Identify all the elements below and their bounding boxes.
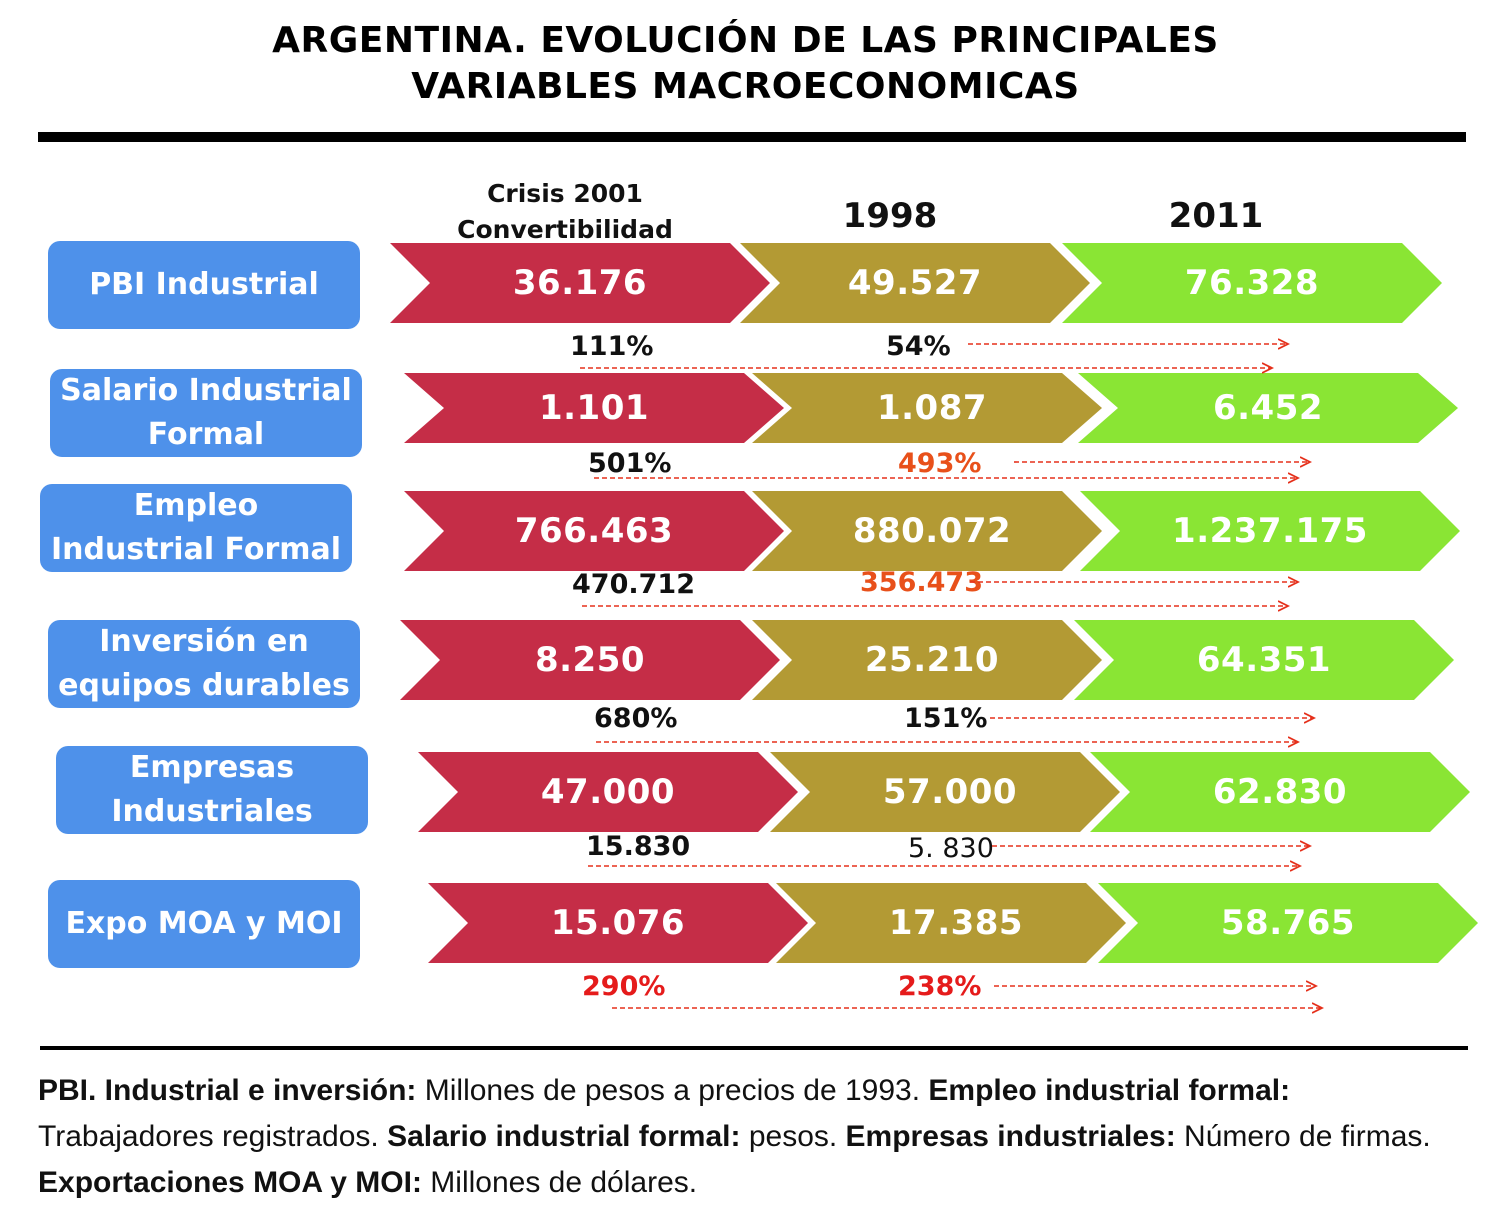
chevron-1998-salario: 1.087: [752, 373, 1102, 443]
chevron-crisis-empresas: 47.000: [418, 752, 798, 832]
chevron-2011-salario: 6.452: [1078, 373, 1458, 443]
row-label-line2: equipos durables: [58, 668, 350, 703]
row-label-empleo-industrial: Empleo Industrial Formal: [40, 484, 352, 572]
column-header-1998: 1998: [842, 196, 938, 236]
footnote-bold-5: Exportaciones MOA y MOI:: [38, 1166, 422, 1199]
chevron-2011-empresas: 62.830: [1090, 752, 1470, 832]
chevron-2011-expo: 58.765: [1098, 883, 1478, 963]
page-title-line2: VARIABLES MACROECONOMICAS: [411, 66, 1080, 107]
footnote-text-5: Millones de dólares.: [421, 1166, 698, 1199]
chevron-2011-empleo: 1.237.175: [1080, 491, 1460, 571]
pct-1998-expo: 238%: [898, 971, 982, 1002]
chevron-crisis-pbi: 36.176: [390, 243, 770, 323]
column-header-crisis-line1: Crisis 2001: [487, 179, 643, 208]
chevron-crisis-inversion: 8.250: [400, 620, 780, 700]
column-header-crisis: Crisis 2001 Convertibilidad: [430, 176, 700, 248]
chevron-1998-empresas: 57.000: [770, 752, 1120, 832]
chevron-1998-inversion: 25.210: [752, 620, 1102, 700]
chevron-1998-pbi: 49.527: [740, 243, 1090, 323]
chevron-1998-empleo: 880.072: [752, 491, 1102, 571]
chevron-2011-pbi: 76.328: [1062, 243, 1442, 323]
pct-total-salario: 501%: [588, 448, 672, 479]
column-header-crisis-line2: Convertibilidad: [457, 215, 673, 244]
pct-1998-pbi: 54%: [886, 331, 951, 362]
row-label-line2: Industrial Formal: [50, 532, 342, 567]
page-title-line1: ARGENTINA. EVOLUCIÓN DE LAS PRINCIPALES: [272, 20, 1219, 61]
footnote-text-4: Número de firmas.: [1175, 1120, 1431, 1153]
column-header-2011: 2011: [1168, 196, 1264, 236]
chevron-2011-inversion: 64.351: [1074, 620, 1454, 700]
footnote-bold-1: PBI. Industrial e inversión:: [38, 1074, 417, 1107]
row-label-line2: Industriales: [111, 794, 313, 829]
pct-total-expo: 290%: [582, 971, 666, 1002]
row-label-line2: Formal: [147, 417, 265, 452]
top-divider: [38, 132, 1466, 142]
row-label-line1: Inversión en: [99, 624, 309, 659]
row-label-empresas: Empresas Industriales: [56, 746, 368, 834]
footnote-bold-4: Empresas industriales:: [845, 1120, 1176, 1153]
chevron-1998-expo: 17.385: [776, 883, 1126, 963]
chevron-crisis-empleo: 766.463: [404, 491, 784, 571]
pct-1998-inversion: 151%: [904, 703, 988, 734]
chevron-crisis-salario: 1.101: [404, 373, 784, 443]
footnote-text-2: Trabajadores registrados.: [38, 1120, 388, 1153]
footnote-text-3: pesos.: [740, 1120, 846, 1153]
pct-total-pbi: 111%: [570, 331, 654, 362]
pct-total-inversion: 680%: [594, 703, 678, 734]
row-label-pbi-industrial: PBI Industrial: [48, 241, 360, 329]
footnote-bold-2: Empleo industrial formal:: [928, 1074, 1291, 1107]
footnote: PBI. Industrial e inversión: Millones de…: [38, 1068, 1458, 1206]
pct-1998-empresas: 5. 830: [908, 833, 994, 864]
pct-total-empresas: 15.830: [586, 831, 691, 862]
chevron-crisis-expo: 15.076: [428, 883, 808, 963]
row-label-line1: Expo MOA y MOI: [65, 906, 343, 941]
bottom-divider: [40, 1046, 1468, 1050]
pct-1998-salario: 493%: [898, 448, 982, 479]
row-label-salario-industrial: Salario Industrial Formal: [50, 369, 362, 457]
pct-1998-empleo: 356.473: [860, 567, 983, 598]
row-label-inversion: Inversión en equipos durables: [48, 620, 360, 708]
row-label-line1: Empresas: [129, 750, 295, 785]
row-label-line1: Salario Industrial: [60, 373, 352, 408]
row-label-expo: Expo MOA y MOI: [48, 880, 360, 968]
footnote-text-1: Millones de pesos a precios de 1993.: [416, 1074, 929, 1107]
footnote-bold-3: Salario industrial formal:: [387, 1120, 741, 1153]
row-label-line1: PBI Industrial: [89, 267, 319, 302]
row-label-line1: Empleo: [133, 488, 259, 523]
pct-total-empleo: 470.712: [572, 569, 695, 600]
